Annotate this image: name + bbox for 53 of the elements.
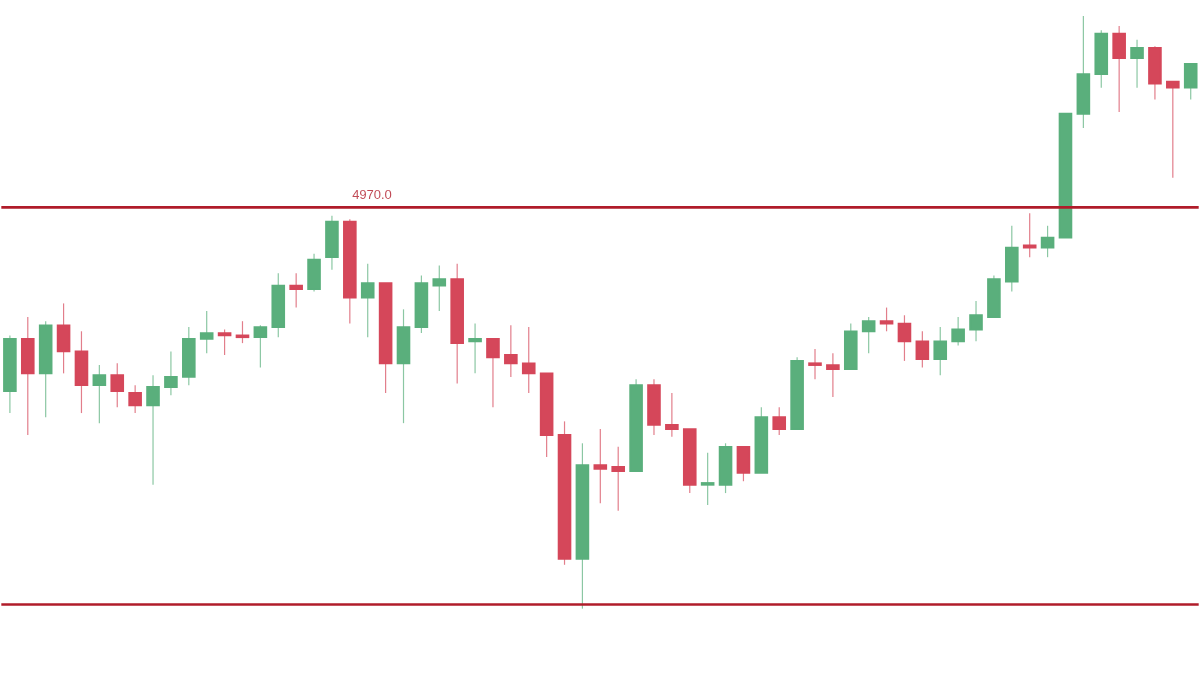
candlestick: [1022, 212, 1037, 258]
candlestick: [718, 442, 733, 494]
candlestick: [217, 328, 232, 356]
candlestick: [74, 330, 89, 414]
candlestick: [396, 308, 411, 424]
candlestick: [700, 451, 715, 506]
candlestick: [199, 310, 214, 354]
candlestick: [1183, 62, 1198, 100]
candlestick: [110, 362, 125, 408]
candlestick: [1040, 224, 1055, 258]
candlestick: [468, 322, 482, 374]
candlestick: [969, 300, 983, 342]
candlestick: [360, 262, 375, 338]
candlestick: [1005, 224, 1019, 292]
candlestick: [1130, 38, 1144, 89]
candlestick: [987, 274, 1001, 318]
candlestick: [521, 326, 536, 394]
candlestick: [879, 306, 894, 332]
candlestick: [665, 392, 679, 438]
candlestick: [843, 322, 858, 370]
candlestick: [253, 324, 268, 368]
candlestick: [593, 428, 608, 504]
candlestick: [647, 378, 661, 436]
candlestick: [808, 348, 822, 380]
candlestick: [1094, 29, 1109, 89]
candlestick: [414, 274, 429, 334]
candlestick: [933, 326, 948, 376]
candlestick: [611, 446, 626, 512]
candlestick: [325, 214, 339, 271]
candlestick: [826, 352, 840, 398]
candlestick: [1148, 45, 1162, 100]
candlestick: [951, 316, 965, 346]
candlestick: [271, 272, 286, 338]
candlestick: [1166, 80, 1180, 179]
candlestick: [128, 384, 142, 414]
candlestick: [1076, 15, 1091, 129]
candlestick: [915, 330, 930, 368]
candlestick: [486, 337, 500, 408]
candlestick: [20, 316, 35, 436]
candlestick: [1112, 25, 1126, 113]
candlestick: [164, 350, 178, 396]
candlestick: [146, 374, 160, 486]
candlestick: [432, 264, 447, 312]
candlestick: [736, 445, 751, 482]
candlestick: [504, 324, 518, 378]
candlestick: [289, 272, 303, 308]
candlestick: [861, 316, 876, 354]
candlestick: [92, 364, 107, 424]
candlestick: [56, 302, 71, 374]
candlestick: [897, 314, 912, 362]
candlestick: [772, 406, 787, 436]
candlestick: [182, 326, 196, 386]
candlestick: [307, 252, 321, 292]
